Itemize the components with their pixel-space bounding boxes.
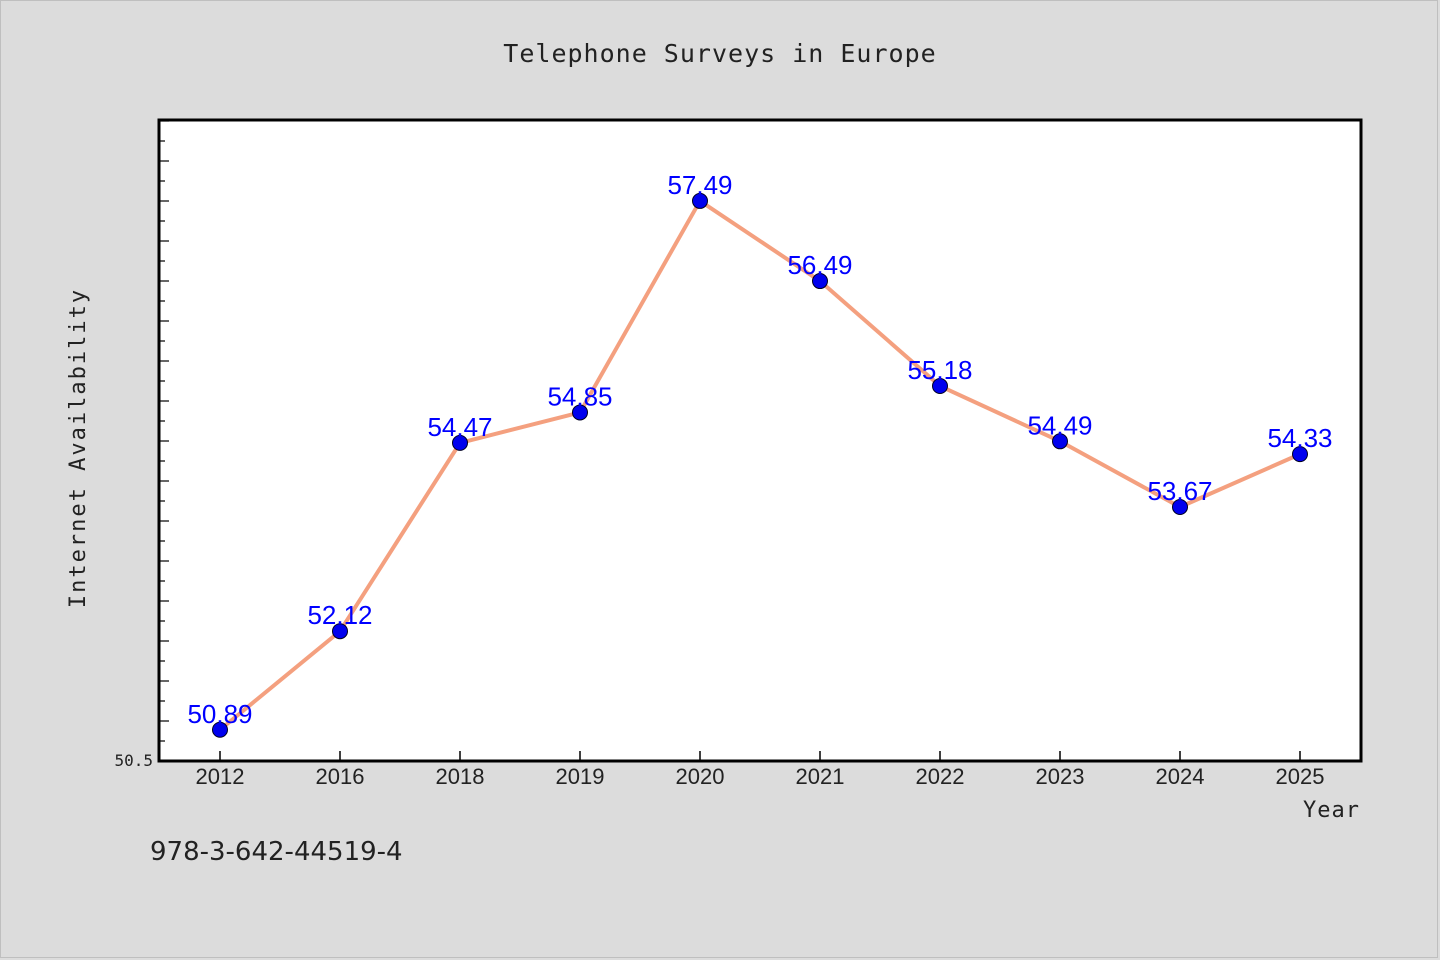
- data-point: [332, 623, 348, 640]
- x-tick-label: 2016: [316, 764, 365, 789]
- data-label: 57.49: [667, 170, 732, 200]
- data-point: [1172, 499, 1188, 516]
- y-axis-ticks: [159, 120, 169, 762]
- chart-title: Telephone Surveys in Europe: [503, 39, 936, 68]
- data-label: 54.85: [547, 381, 612, 411]
- plot-area: [157, 118, 1363, 763]
- x-axis-label: Year: [1303, 798, 1360, 823]
- series-line: [218, 198, 1302, 732]
- x-tick-label: 2021: [796, 764, 845, 789]
- data-point: [452, 434, 468, 451]
- data-point: [692, 192, 708, 209]
- data-point: [932, 378, 948, 395]
- x-tick-label: 2012: [196, 764, 245, 789]
- data-label: 56.49: [787, 250, 852, 280]
- x-axis-tick-labels: 2012 2016 2018 2019 2020 2021 2022 2023 2024 2025: [196, 764, 1325, 789]
- x-tick-label: 2018: [436, 764, 485, 789]
- data-point: [1052, 433, 1068, 450]
- data-point: [812, 273, 828, 290]
- x-tick-label: 2025: [1276, 764, 1325, 789]
- data-label: 54.33: [1267, 423, 1332, 453]
- data-label: 50.89: [187, 699, 252, 729]
- data-label: 54.49: [1027, 410, 1092, 440]
- data-label: 55.18: [907, 355, 972, 385]
- x-tick-label: 2019: [556, 764, 605, 789]
- series-layer: [218, 198, 1302, 732]
- data-label: 52.12: [307, 600, 372, 630]
- marker-layer: [212, 192, 1308, 738]
- data-label: 53.67: [1147, 476, 1212, 506]
- x-tick-label: 2022: [916, 764, 965, 789]
- data-point: [1292, 446, 1308, 463]
- data-label-layer: 50.89 52.12 54.47 54.85 57.49 56.49 55.18 54.49…: [187, 170, 1332, 729]
- x-tick-label: 2024: [1156, 764, 1205, 789]
- data-point: [212, 721, 228, 738]
- y-axis-label: Internet Availability: [66, 288, 91, 608]
- x-axis-ticks: [219, 751, 1301, 761]
- x-tick-label: 2020: [676, 764, 725, 789]
- y-axis-tick-labels: 50.5: [114, 751, 153, 770]
- x-tick-label: 2023: [1036, 764, 1085, 789]
- isbn-footer: 978-3-642-44519-4: [150, 837, 403, 867]
- data-point: [572, 404, 588, 421]
- data-label: 54.47: [427, 412, 492, 442]
- y-tick-label: 50.5: [114, 751, 153, 770]
